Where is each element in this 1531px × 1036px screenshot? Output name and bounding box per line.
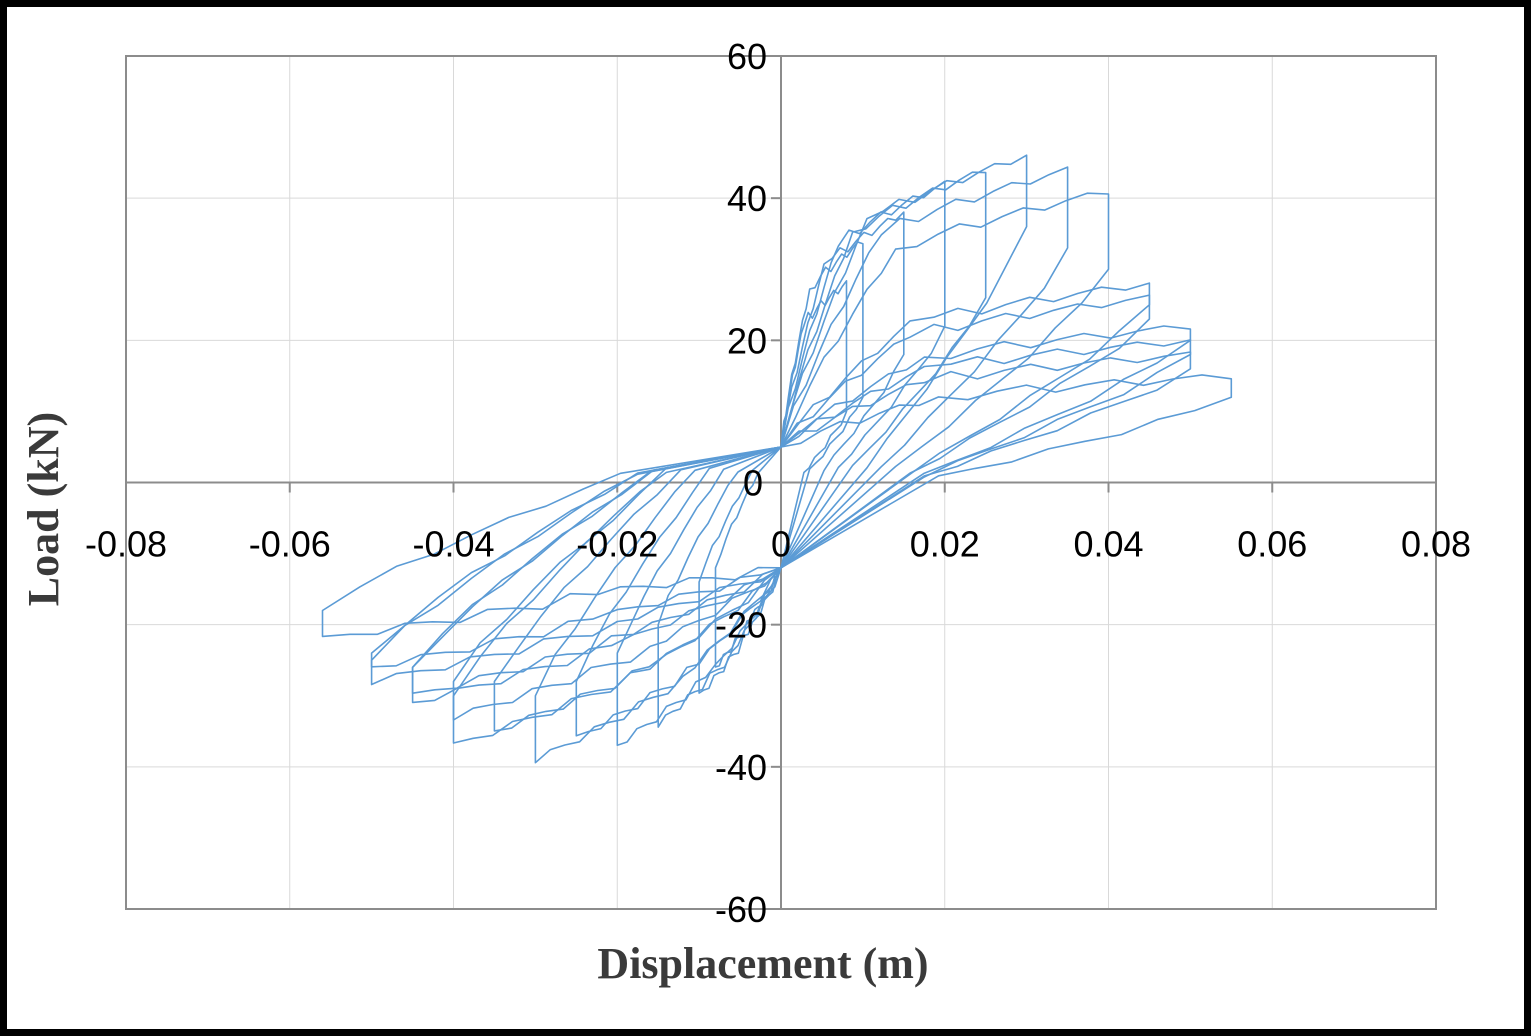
x-tick-label: 0	[771, 524, 791, 565]
series-hysteresis	[321, 154, 1233, 764]
y-axis-title: Load (kN)	[19, 412, 68, 606]
x-tick-labels: -0.08 -0.06 -0.04 -0.02 0 0.02 0.04 0.06 0.08	[85, 524, 1471, 565]
y-tick-label: 0	[743, 463, 763, 504]
x-tick-label: -0.06	[249, 524, 331, 565]
y-tick-label: -20	[715, 605, 767, 646]
axes	[125, 55, 1437, 910]
hysteresis-loop-14	[321, 374, 1233, 638]
y-tick-label: -60	[715, 889, 767, 930]
x-tick-label: -0.02	[576, 524, 658, 565]
x-tick-label: -0.04	[412, 524, 494, 565]
x-tick-label: 0.02	[910, 524, 980, 565]
x-tick-label: 0.08	[1401, 524, 1471, 565]
hysteresis-loop-11	[411, 325, 1192, 695]
x-tick-label: -0.08	[85, 524, 167, 565]
x-tick-label: 0.06	[1237, 524, 1307, 565]
y-tick-label: 60	[727, 36, 767, 77]
y-tick-label: 20	[727, 320, 767, 361]
y-tick-label: -40	[715, 747, 767, 788]
y-tick-labels: -60 -40 -20 0 20 40 60	[715, 36, 767, 930]
x-tick-label: 0.04	[1073, 524, 1143, 565]
x-axis-title: Displacement (m)	[597, 939, 928, 988]
y-tick-label: 40	[727, 178, 767, 219]
